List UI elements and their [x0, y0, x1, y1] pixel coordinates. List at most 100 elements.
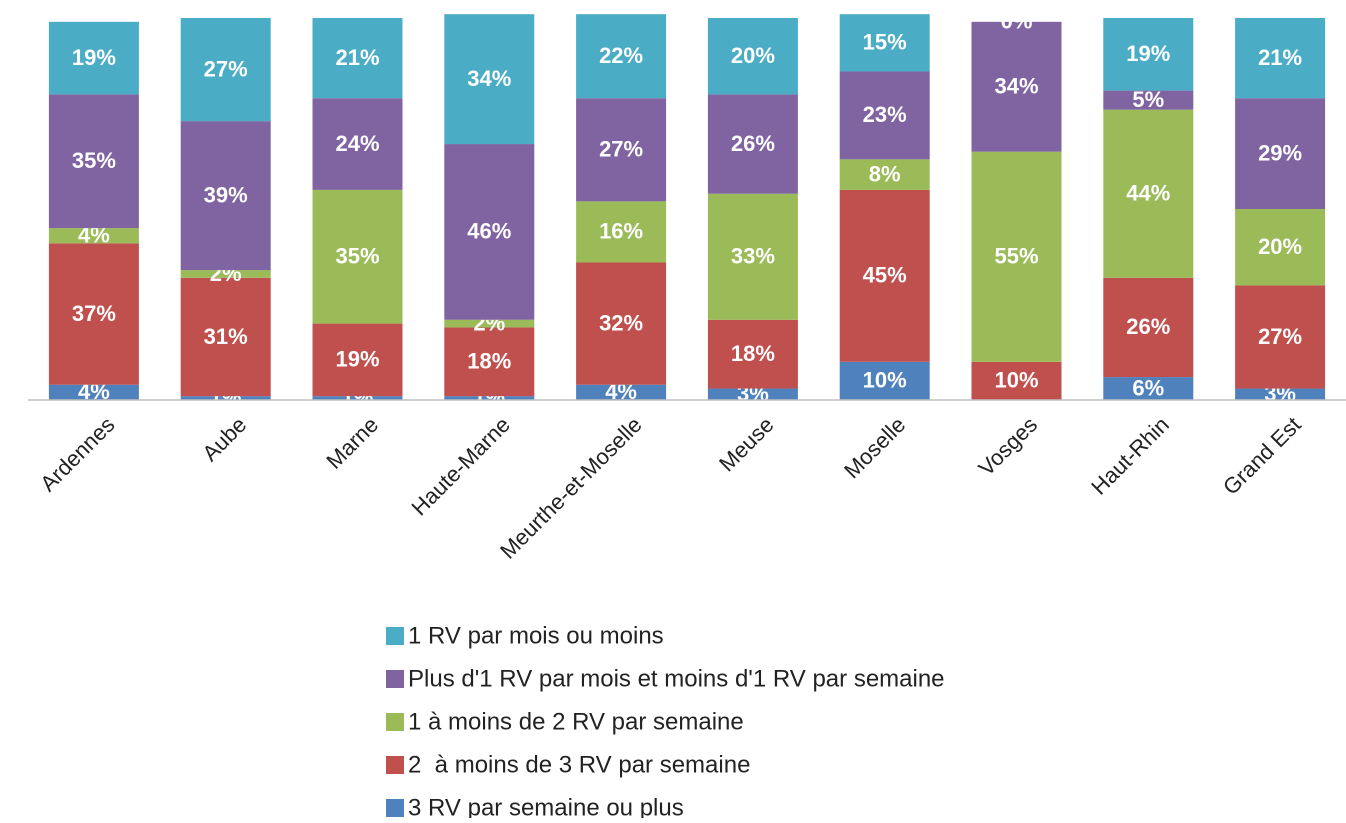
legend-label: 1 RV par mois ou moins — [408, 622, 664, 649]
data-label: 35% — [335, 244, 379, 269]
bar-segment — [444, 396, 535, 400]
data-label: 18% — [467, 349, 511, 374]
bar-segment — [1235, 18, 1326, 99]
bar-segment — [312, 323, 403, 397]
data-label: 26% — [731, 131, 775, 156]
data-label: 21% — [1258, 45, 1302, 70]
data-label: 44% — [1126, 181, 1170, 206]
data-label: 10% — [994, 368, 1038, 393]
bar-segment — [839, 361, 930, 400]
legend-label: 3 RV par semaine ou plus — [408, 794, 684, 818]
data-label: 31% — [204, 324, 248, 349]
bar-segment — [971, 21, 1062, 152]
data-label: 34% — [994, 74, 1038, 99]
data-label: 21% — [335, 45, 379, 70]
data-label: 27% — [204, 56, 248, 81]
data-label: 29% — [1258, 140, 1302, 165]
bar-segment — [444, 327, 535, 397]
legend-swatch — [386, 756, 404, 774]
bar-segment — [576, 384, 667, 400]
data-label: 24% — [335, 131, 379, 156]
bar-segment — [444, 14, 535, 145]
bar-segment — [576, 14, 667, 99]
bar-segment — [1235, 209, 1326, 286]
bar-segment — [1103, 109, 1194, 278]
data-label: 37% — [72, 301, 116, 326]
x-tick-label: Haute-Marne — [406, 412, 514, 520]
bar-segment — [839, 159, 930, 190]
data-label: 20% — [1258, 234, 1302, 259]
x-tick-label: Meurthe-et-Moselle — [495, 412, 647, 564]
bar-segment — [1235, 98, 1326, 209]
data-label: 5% — [1132, 87, 1164, 112]
bar-segment — [48, 21, 139, 95]
bar-segment — [1235, 285, 1326, 389]
data-label: 39% — [204, 182, 248, 207]
data-label: 20% — [731, 43, 775, 68]
bar-segment — [576, 262, 667, 385]
bar-segment — [48, 243, 139, 385]
data-label: 35% — [72, 148, 116, 173]
x-tick-label: Aube — [197, 412, 251, 466]
bar-segment — [180, 121, 271, 271]
data-label: 0% — [1001, 9, 1033, 34]
legend-swatch — [386, 799, 404, 817]
bar-segment — [1235, 388, 1326, 400]
data-label: 27% — [599, 137, 643, 162]
data-label: 46% — [467, 219, 511, 244]
x-tick-label: Meuse — [714, 412, 778, 476]
bar-segment — [444, 144, 535, 320]
bar-segment — [180, 270, 271, 278]
bar-segment — [48, 384, 139, 400]
data-label: 19% — [1126, 41, 1170, 66]
bar-segment — [312, 189, 403, 324]
data-label: 18% — [731, 341, 775, 366]
bar-segment — [180, 277, 271, 397]
data-label: 19% — [72, 45, 116, 70]
legend-swatch — [386, 670, 404, 688]
legend-label: 2 à moins de 3 RV par semaine — [408, 751, 750, 778]
bar-segment — [1103, 377, 1194, 400]
data-label: 33% — [731, 244, 775, 269]
data-label: 22% — [599, 43, 643, 68]
bar-segment — [971, 361, 1062, 400]
bar-segment — [312, 18, 403, 99]
data-label: 23% — [863, 102, 907, 127]
bar-segment — [48, 228, 139, 244]
legend-label: Plus d'1 RV par mois et moins d'1 RV par… — [408, 665, 945, 692]
data-label: 55% — [994, 244, 1038, 269]
bar-segment — [444, 319, 535, 328]
bar-segment — [1103, 90, 1194, 110]
data-label: 34% — [467, 66, 511, 91]
data-label: 10% — [863, 368, 907, 393]
data-label: 27% — [1258, 324, 1302, 349]
data-label: 45% — [863, 263, 907, 288]
bar-segment — [1103, 277, 1194, 378]
bar-segment — [312, 396, 403, 400]
data-label: 16% — [599, 219, 643, 244]
bar-segment — [707, 388, 798, 400]
bar-segment — [48, 94, 139, 229]
x-tick-label: Vosges — [973, 412, 1042, 481]
bar-segment — [707, 193, 798, 320]
bar-segment — [576, 201, 667, 263]
bar-segment — [576, 98, 667, 202]
bar-segment — [707, 319, 798, 389]
legend-label: 1 à moins de 2 RV par semaine — [408, 708, 744, 735]
data-label: 15% — [863, 30, 907, 55]
x-tick-label: Grand Est — [1218, 412, 1306, 500]
data-label: 6% — [1132, 375, 1164, 400]
bar-segment — [707, 94, 798, 194]
data-label: 26% — [1126, 314, 1170, 339]
data-label: 19% — [335, 347, 379, 372]
bar-segment — [839, 189, 930, 362]
data-label: 32% — [599, 310, 643, 335]
bar-segment — [839, 71, 930, 160]
bar-segment — [839, 14, 930, 72]
x-tick-label: Ardennes — [35, 412, 119, 496]
bar-segment — [180, 396, 271, 400]
bar-segment — [1103, 18, 1194, 91]
bar-segment — [312, 98, 403, 190]
x-tick-label: Moselle — [839, 412, 910, 483]
